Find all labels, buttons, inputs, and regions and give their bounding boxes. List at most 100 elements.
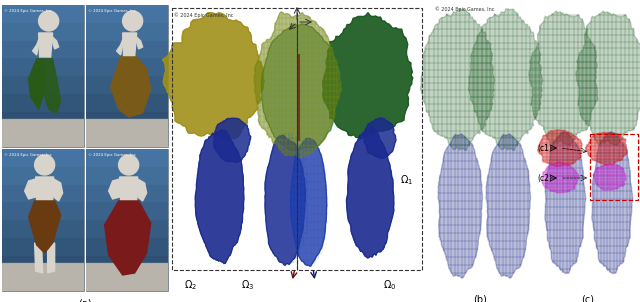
- Text: © 2024 Epic Games, Inc: © 2024 Epic Games, Inc: [4, 9, 52, 13]
- Bar: [2, 5, 84, 23]
- Bar: [2, 185, 84, 202]
- Bar: [86, 94, 168, 111]
- Bar: [2, 23, 84, 40]
- Polygon shape: [538, 130, 582, 166]
- Polygon shape: [43, 59, 61, 113]
- Polygon shape: [111, 57, 150, 117]
- Circle shape: [118, 155, 139, 175]
- Polygon shape: [486, 134, 531, 278]
- Polygon shape: [35, 243, 43, 273]
- Bar: [86, 220, 168, 238]
- Text: (c2): (c2): [537, 174, 552, 182]
- Text: © 2024 Epic Games, Inc: © 2024 Epic Games, Inc: [435, 6, 494, 11]
- Text: $\Omega_0$: $\Omega_0$: [383, 278, 397, 292]
- Polygon shape: [545, 132, 586, 274]
- Polygon shape: [47, 243, 54, 273]
- Bar: [86, 149, 168, 291]
- Bar: [86, 5, 168, 147]
- Text: $\Omega_1$: $\Omega_1$: [400, 173, 413, 187]
- Polygon shape: [123, 33, 137, 57]
- Text: © 2024 Epic Games, Inc: © 2024 Epic Games, Inc: [88, 9, 136, 13]
- Text: © 2024 Epic Games, Inc: © 2024 Epic Games, Inc: [88, 153, 136, 157]
- Polygon shape: [138, 179, 147, 201]
- Polygon shape: [529, 11, 598, 145]
- Bar: [86, 185, 168, 202]
- Polygon shape: [104, 201, 150, 275]
- Text: $\Omega_2$: $\Omega_2$: [184, 278, 197, 292]
- Bar: [86, 5, 168, 23]
- Polygon shape: [38, 33, 52, 57]
- Polygon shape: [586, 132, 627, 165]
- Bar: [86, 263, 168, 291]
- Bar: [2, 94, 84, 111]
- Bar: [2, 167, 84, 185]
- Circle shape: [38, 11, 59, 31]
- Polygon shape: [291, 138, 327, 266]
- Bar: [2, 202, 84, 220]
- Polygon shape: [29, 201, 61, 253]
- Polygon shape: [214, 118, 251, 162]
- Bar: [86, 202, 168, 220]
- Polygon shape: [254, 12, 341, 158]
- Bar: [86, 129, 168, 147]
- Polygon shape: [29, 59, 47, 109]
- Bar: [2, 149, 84, 291]
- Bar: [172, 8, 297, 270]
- Bar: [2, 255, 84, 273]
- Bar: [2, 76, 84, 94]
- Circle shape: [123, 11, 143, 31]
- Polygon shape: [116, 35, 125, 55]
- Polygon shape: [593, 164, 627, 190]
- Bar: [86, 167, 168, 185]
- Bar: [2, 238, 84, 255]
- Polygon shape: [592, 132, 633, 274]
- Bar: [2, 273, 84, 291]
- Polygon shape: [576, 11, 640, 145]
- Polygon shape: [134, 35, 143, 49]
- Bar: [590, 134, 638, 200]
- Polygon shape: [54, 179, 63, 201]
- Text: (c1): (c1): [537, 143, 552, 153]
- Bar: [86, 119, 168, 147]
- Polygon shape: [33, 35, 41, 55]
- Polygon shape: [51, 35, 59, 49]
- Bar: [2, 263, 84, 291]
- Polygon shape: [195, 130, 244, 264]
- Circle shape: [35, 155, 54, 175]
- Polygon shape: [420, 9, 495, 151]
- Bar: [86, 238, 168, 255]
- Polygon shape: [120, 177, 138, 201]
- Polygon shape: [468, 9, 543, 151]
- Bar: [2, 149, 84, 167]
- Polygon shape: [542, 162, 579, 193]
- Text: $\Omega_3$: $\Omega_3$: [241, 278, 255, 292]
- Text: © 2024 Epic Games, Inc: © 2024 Epic Games, Inc: [174, 12, 234, 18]
- Bar: [86, 76, 168, 94]
- Bar: [2, 58, 84, 76]
- Polygon shape: [109, 179, 120, 199]
- Bar: [86, 111, 168, 129]
- Bar: [297, 8, 422, 270]
- Bar: [2, 111, 84, 129]
- Text: © 2024 Epic Games, Inc: © 2024 Epic Games, Inc: [4, 153, 52, 157]
- Polygon shape: [262, 24, 337, 151]
- Polygon shape: [163, 13, 264, 140]
- Bar: [86, 149, 168, 167]
- Bar: [86, 273, 168, 291]
- Text: (b): (b): [473, 295, 487, 302]
- Bar: [86, 58, 168, 76]
- Bar: [2, 119, 84, 147]
- Bar: [2, 129, 84, 147]
- Bar: [86, 255, 168, 273]
- Polygon shape: [323, 13, 413, 139]
- Bar: [2, 220, 84, 238]
- Bar: [2, 5, 84, 147]
- Polygon shape: [346, 127, 394, 258]
- Text: (c): (c): [582, 295, 595, 302]
- Bar: [86, 23, 168, 40]
- Polygon shape: [25, 179, 36, 199]
- Bar: [86, 40, 168, 58]
- Polygon shape: [364, 118, 396, 158]
- Polygon shape: [438, 134, 483, 278]
- Text: (a): (a): [78, 299, 92, 302]
